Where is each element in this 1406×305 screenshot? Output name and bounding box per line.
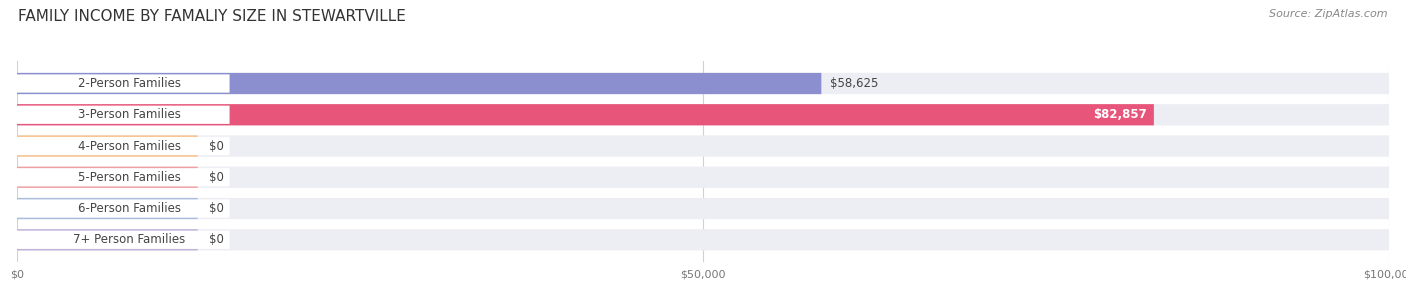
FancyBboxPatch shape (17, 135, 198, 157)
Text: $0: $0 (208, 139, 224, 152)
Text: Source: ZipAtlas.com: Source: ZipAtlas.com (1270, 9, 1388, 19)
FancyBboxPatch shape (17, 137, 229, 155)
Text: 5-Person Families: 5-Person Families (79, 171, 181, 184)
FancyBboxPatch shape (17, 135, 1389, 157)
Text: $0: $0 (208, 171, 224, 184)
Text: $58,625: $58,625 (830, 77, 877, 90)
FancyBboxPatch shape (17, 74, 229, 93)
Text: 4-Person Families: 4-Person Families (79, 139, 181, 152)
Text: 6-Person Families: 6-Person Families (79, 202, 181, 215)
Text: $82,857: $82,857 (1094, 108, 1147, 121)
Text: FAMILY INCOME BY FAMALIY SIZE IN STEWARTVILLE: FAMILY INCOME BY FAMALIY SIZE IN STEWART… (18, 9, 406, 24)
Text: $0: $0 (208, 233, 224, 246)
FancyBboxPatch shape (17, 167, 1389, 188)
Text: 7+ Person Families: 7+ Person Families (73, 233, 186, 246)
FancyBboxPatch shape (17, 229, 1389, 250)
FancyBboxPatch shape (17, 104, 1154, 125)
FancyBboxPatch shape (17, 73, 1389, 94)
FancyBboxPatch shape (17, 229, 198, 250)
Text: 3-Person Families: 3-Person Families (79, 108, 181, 121)
FancyBboxPatch shape (17, 231, 229, 249)
FancyBboxPatch shape (17, 168, 229, 186)
FancyBboxPatch shape (17, 198, 1389, 219)
FancyBboxPatch shape (17, 199, 229, 218)
FancyBboxPatch shape (17, 73, 821, 94)
FancyBboxPatch shape (17, 106, 229, 124)
FancyBboxPatch shape (17, 167, 198, 188)
Text: 2-Person Families: 2-Person Families (79, 77, 181, 90)
FancyBboxPatch shape (17, 198, 198, 219)
Text: $0: $0 (208, 202, 224, 215)
FancyBboxPatch shape (17, 104, 1389, 125)
